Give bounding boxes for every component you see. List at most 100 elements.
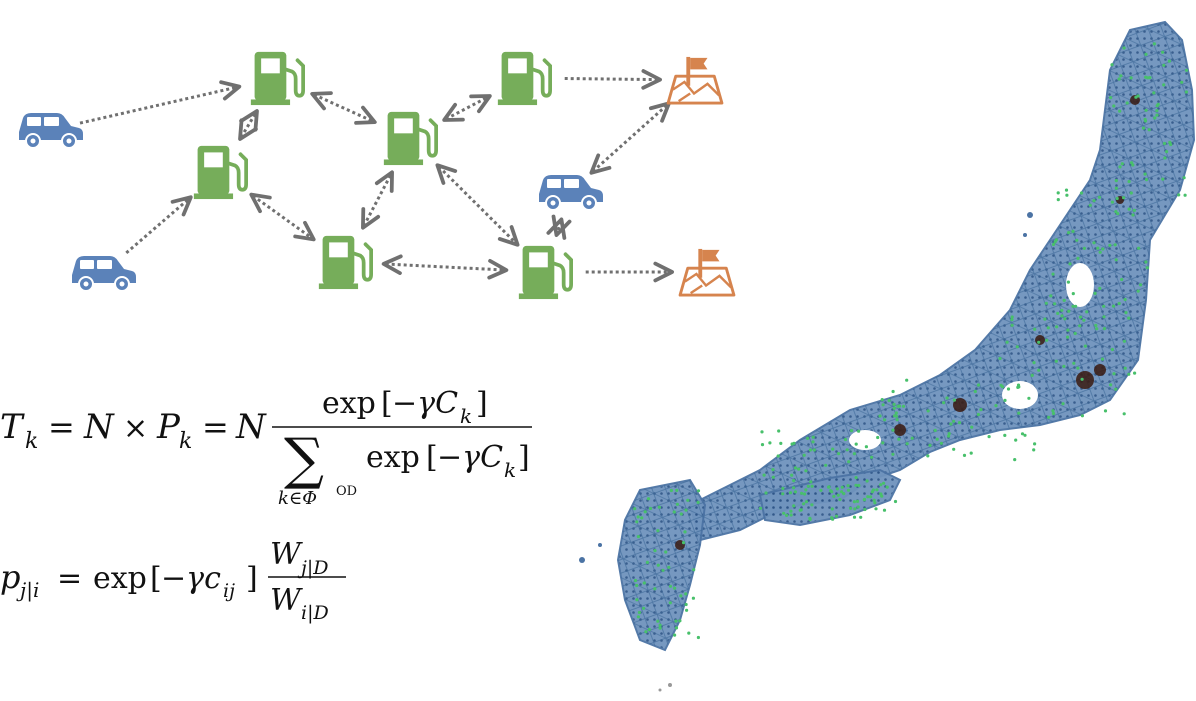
- map-point: [781, 486, 785, 491]
- eq2-bracket-r: ]: [246, 561, 258, 596]
- map-point: [824, 463, 828, 467]
- map-point: [897, 437, 901, 441]
- map-point: [636, 615, 641, 619]
- eq1-sum-index-sup: OD: [336, 484, 357, 499]
- car-1-car-icon: [18, 112, 84, 149]
- eq1-sum-index: k∈Φ: [278, 488, 317, 509]
- map-point: [952, 398, 957, 402]
- map-point: [1168, 140, 1172, 144]
- map-point: [1056, 191, 1060, 195]
- map-point: [1137, 246, 1141, 250]
- map-point: [881, 403, 885, 407]
- map-point: [1056, 311, 1060, 315]
- eq1-p: P: [156, 407, 181, 447]
- map-point: [876, 435, 880, 440]
- map-point: [836, 493, 840, 497]
- eq2-equals: =: [57, 561, 82, 596]
- equation-transition-prob: p j|i = exp [ −γc ij ] W j|D W i|D: [0, 537, 346, 624]
- map-point: [878, 414, 882, 418]
- map-point: [1117, 77, 1121, 81]
- map-point: [1061, 402, 1065, 406]
- eq2-lhs-sub: j|i: [16, 578, 39, 603]
- map-point: [1088, 203, 1092, 207]
- map-point: [785, 513, 789, 518]
- map-point: [862, 498, 867, 502]
- map-point: [672, 510, 676, 514]
- map-point: [1130, 161, 1134, 165]
- edge-car-1-station-1: [79, 80, 242, 125]
- map-point: [962, 453, 967, 457]
- network-nodes: [18, 49, 736, 301]
- map-point: [1080, 414, 1084, 418]
- station-6-fuel-station-icon: [517, 243, 573, 301]
- map-point: [1014, 438, 1018, 442]
- map-point: [1071, 304, 1075, 308]
- map-point: [928, 443, 932, 447]
- map-point: [855, 499, 860, 503]
- map-point: [1118, 165, 1122, 169]
- eq2-arg: −γc: [161, 561, 221, 596]
- map-point: [1067, 309, 1071, 313]
- map-point: [852, 515, 857, 519]
- map-point: [642, 581, 646, 585]
- eq1-den-bracket-l: [: [426, 440, 438, 475]
- map-point: [667, 565, 671, 569]
- edge-station-4-station-6: [381, 254, 509, 280]
- map-point: [874, 507, 878, 511]
- map-point: [893, 414, 897, 418]
- map-point: [1184, 68, 1189, 72]
- map-point: [645, 560, 650, 565]
- map-point: [1096, 246, 1100, 250]
- eq2-fn: exp: [93, 561, 147, 596]
- map-point: [684, 592, 688, 596]
- map-point: [1153, 116, 1157, 120]
- eq2-lhs: p: [0, 558, 20, 596]
- map-point: [684, 602, 688, 607]
- map-point: [1062, 298, 1066, 302]
- map-point: [668, 584, 673, 588]
- map-point: [856, 505, 860, 509]
- map-point: [1032, 361, 1036, 365]
- map-point: [792, 441, 796, 445]
- map-point: [1152, 91, 1156, 95]
- eq2-num: W: [270, 537, 303, 572]
- map-point: [842, 492, 846, 496]
- map-point: [894, 411, 898, 415]
- map-point: [1072, 361, 1076, 365]
- map-point: [869, 495, 873, 499]
- map-point: [802, 453, 806, 457]
- map-point: [675, 488, 679, 492]
- map-point: [806, 436, 810, 440]
- map-point: [1122, 412, 1126, 416]
- eq1-num-bracket-r: ]: [476, 386, 488, 421]
- map-point: [777, 429, 781, 433]
- map-point: [1118, 109, 1122, 113]
- map-point: [808, 517, 812, 522]
- map-point: [658, 623, 662, 627]
- map-point: [1071, 229, 1075, 233]
- map-point: [835, 487, 840, 491]
- map-point: [1144, 260, 1148, 264]
- map-point: [771, 468, 775, 472]
- map-point: [1119, 74, 1123, 78]
- map-point: [792, 486, 796, 490]
- map-point: [1123, 366, 1127, 370]
- map-point: [895, 418, 899, 422]
- map-point: [768, 441, 772, 445]
- map-point: [1143, 117, 1147, 121]
- map-point: [1120, 162, 1124, 166]
- map-point: [685, 608, 689, 612]
- map-point: [673, 586, 677, 590]
- map-point: [1094, 323, 1098, 327]
- map-point: [905, 442, 909, 446]
- map-point: [1122, 46, 1126, 50]
- map-point: [692, 568, 696, 572]
- eq1-den-sub: k: [504, 458, 516, 482]
- map-point: [1064, 188, 1069, 192]
- map-point: [1033, 442, 1037, 446]
- map-point: [673, 633, 677, 637]
- map-point: [1010, 315, 1014, 319]
- map-point: [696, 635, 701, 640]
- map-point: [683, 530, 687, 534]
- map-point: [1098, 250, 1102, 254]
